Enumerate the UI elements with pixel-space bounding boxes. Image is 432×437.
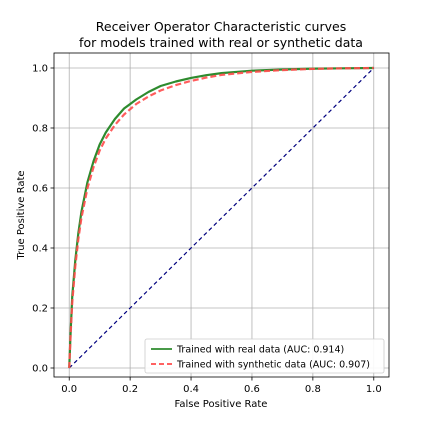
x-tick-label: 0.6 (244, 384, 260, 395)
x-tick-label: 0.8 (305, 384, 321, 395)
y-tick-label: 0.4 (32, 244, 48, 255)
legend-label-synthetic: Trained with synthetic data (AUC: 0.907) (176, 360, 370, 371)
chart-title-line1: Receiver Operator Characteristic curves (96, 19, 346, 34)
x-axis-label: False Positive Rate (175, 399, 268, 410)
chart-title-line2: for models trained with real or syntheti… (79, 35, 363, 50)
y-tick-label: 0.2 (32, 304, 48, 315)
grid-lines (54, 53, 389, 377)
x-tick-label: 0.0 (61, 384, 77, 395)
legend-box (144, 338, 385, 374)
y-tick-label: 0.8 (32, 124, 48, 135)
x-tick-label: 1.0 (366, 384, 382, 395)
legend-label-real: Trained with real data (AUC: 0.914) (176, 345, 344, 356)
y-axis-label: True Positive Rate (16, 170, 27, 260)
series-layer (68, 66, 375, 369)
axis-ticks: 0.0 0.2 0.4 0.6 0.8 1.0 0.0 0.2 0.4 0.6 0.8 1.0 (32, 64, 382, 396)
series-line-synthetic (68, 66, 374, 369)
y-tick-label: 1.0 (32, 64, 48, 75)
axes-frame (53, 52, 390, 378)
series-line-chance (68, 67, 375, 369)
legend: Trained with real data (AUC: 0.914) Trai… (144, 338, 385, 374)
x-tick-label: 0.4 (183, 384, 199, 395)
x-tick-label: 0.2 (122, 384, 138, 395)
y-tick-label: 0.6 (32, 184, 48, 195)
y-tick-label: 0.0 (32, 364, 48, 375)
